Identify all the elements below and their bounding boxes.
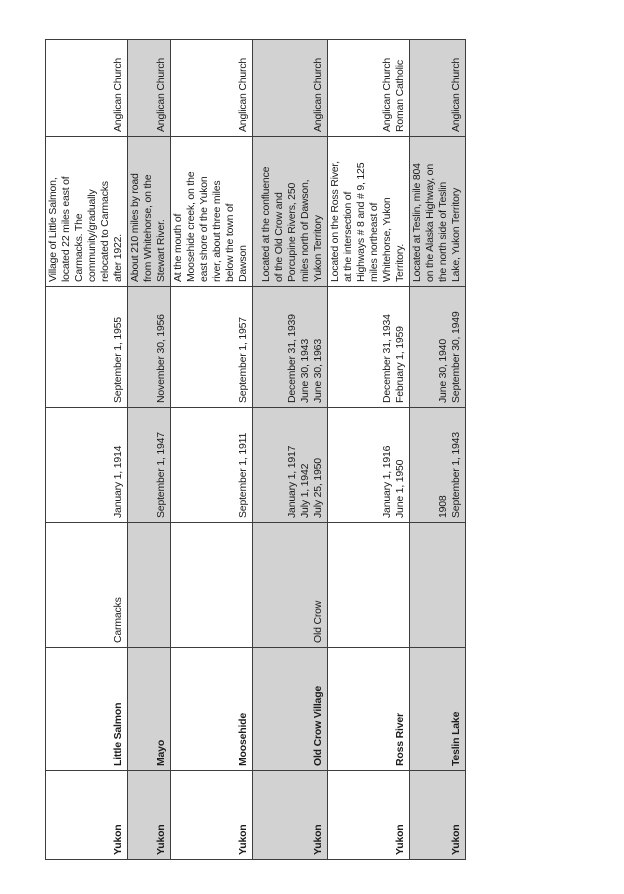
cell-location-description: About 210 miles by road from Whitehorse,… [127, 136, 171, 287]
cell-closed-dates: December 31, 1934 February 1, 1959 [327, 286, 410, 408]
cell-church: Anglican Church [45, 39, 128, 137]
cell-closed-dates: September 1, 1955 [45, 286, 128, 408]
cell-community-name: Little Salmon [45, 647, 128, 771]
table-row: Yukon Ross River January 1, 1916 June 1,… [327, 39, 410, 860]
cell-church: Anglican Church Roman Catholic [327, 39, 410, 137]
cell-church: Anglican Church [252, 39, 328, 137]
cell-territory: Yukon [409, 770, 466, 860]
cell-location-description: At the mouth of Moosehide creek, on the … [170, 136, 253, 287]
cell-community-name: Old Crow Village [252, 647, 328, 771]
cell-opened-dates: 1908 September 1, 1943 [409, 407, 466, 523]
cell-community-name: Moosehide [170, 647, 253, 771]
table-row: Yukon Moosehide September 1, 1911 Septem… [170, 39, 253, 860]
cell-associated-place: Carmacks [45, 522, 128, 648]
cell-opened-dates: September 1, 1911 [170, 407, 253, 523]
cell-territory: Yukon [327, 770, 410, 860]
cell-opened-dates: January 1, 1914 [45, 407, 128, 523]
cell-territory: Yukon [252, 770, 328, 860]
cell-territory: Yukon [127, 770, 171, 860]
cell-associated-place [170, 522, 253, 648]
missions-table: Yukon Little Salmon Carmacks January 1, … [45, 39, 466, 860]
cell-associated-place: Old Crow [252, 522, 328, 648]
cell-location-description: Located at Teslin, mile 804 on the Alask… [409, 136, 466, 287]
cell-territory: Yukon [45, 770, 128, 860]
cell-closed-dates: September 1, 1957 [170, 286, 253, 408]
cell-opened-dates: January 1, 1917 July 1, 1942 July 25, 19… [252, 407, 328, 523]
table-row: Yukon Teslin Lake 1908 September 1, 1943… [409, 39, 466, 860]
cell-associated-place [409, 522, 466, 648]
table-row: Yukon Little Salmon Carmacks January 1, … [45, 39, 128, 860]
cell-community-name: Mayo [127, 647, 171, 771]
cell-church: Anglican Church [170, 39, 253, 137]
cell-location-description: Located on the Ross River, at the inters… [327, 136, 410, 287]
cell-community-name: Ross River [327, 647, 410, 771]
cell-location-description: Located at the confluence of the Old Cro… [252, 136, 328, 287]
cell-closed-dates: December 31, 1939 June 30, 1943 June 30,… [252, 286, 328, 408]
cell-opened-dates: September 1, 1947 [127, 407, 171, 523]
cell-closed-dates: June 30, 1940 September 30, 1949 [409, 286, 466, 408]
cell-territory: Yukon [170, 770, 253, 860]
cell-associated-place [127, 522, 171, 648]
cell-church: Anglican Church [127, 39, 171, 137]
cell-associated-place [327, 522, 410, 648]
cell-closed-dates: November 30, 1956 [127, 286, 171, 408]
table-row: Yukon Old Crow Village Old Crow January … [252, 39, 328, 860]
cell-location-description: Village of Little Salmon, located 22 mil… [45, 136, 128, 287]
table-row: Yukon Mayo September 1, 1947 November 30… [127, 39, 171, 860]
cell-opened-dates: January 1, 1916 June 1, 1950 [327, 407, 410, 523]
cell-community-name: Teslin Lake [409, 647, 466, 771]
cell-church: Anglican Church [409, 39, 466, 137]
